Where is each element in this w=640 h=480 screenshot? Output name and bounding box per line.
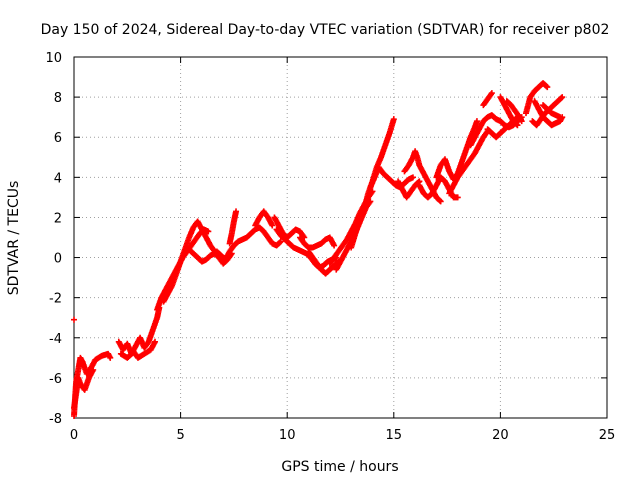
y-tick-label: -2 — [49, 292, 62, 307]
x-tick-label: 10 — [279, 428, 296, 443]
y-tick-label: 0 — [54, 252, 62, 267]
data-point — [544, 84, 551, 91]
chart-title: Day 150 of 2024, Sidereal Day-to-day VTE… — [41, 22, 610, 38]
data-point — [514, 122, 521, 129]
y-tick-label: 10 — [45, 51, 62, 66]
data-point — [488, 90, 495, 97]
data-point — [558, 94, 565, 101]
x-tick-label: 0 — [70, 428, 78, 443]
x-tick-label: 5 — [176, 428, 184, 443]
data-point — [331, 242, 338, 249]
x-axis-label: GPS time / hours — [281, 459, 398, 475]
data-point — [543, 83, 550, 90]
y-tick-label: -4 — [49, 332, 62, 347]
data-point — [415, 179, 422, 186]
data-point — [559, 94, 566, 101]
data-point — [107, 354, 114, 361]
y-axis-label: SDTVAR / TECUs — [6, 181, 22, 296]
data-point — [152, 338, 159, 345]
data-point — [71, 316, 77, 323]
plot-frame — [73, 56, 608, 419]
data-point — [454, 194, 461, 201]
x-tick-label: 15 — [386, 428, 403, 443]
data-point — [557, 114, 564, 121]
y-tick-label: 4 — [54, 171, 62, 186]
data-point — [513, 121, 520, 128]
data-point — [437, 198, 444, 205]
y-tick-label: -8 — [49, 412, 62, 427]
tick-labels: 0 5 10 15 20 25 -8 -6 -4 -2 0 2 4 6 8 10 — [45, 51, 615, 443]
data-point — [277, 238, 284, 245]
data-point — [518, 118, 525, 125]
y-tick-label: -6 — [49, 372, 62, 387]
data-point — [409, 174, 416, 181]
data-point — [276, 239, 283, 246]
data-point — [390, 116, 397, 123]
y-tick-label: 8 — [54, 91, 62, 106]
data-point — [436, 197, 443, 204]
x-tick-label: 20 — [492, 428, 509, 443]
data-points — [71, 80, 566, 419]
y-tick-label: 6 — [54, 131, 62, 146]
data-point — [233, 208, 240, 215]
data-point — [90, 366, 97, 373]
data-point — [269, 222, 276, 229]
data-point — [473, 118, 480, 125]
x-tick-label: 25 — [599, 428, 616, 443]
y-tick-label: 2 — [54, 211, 62, 226]
